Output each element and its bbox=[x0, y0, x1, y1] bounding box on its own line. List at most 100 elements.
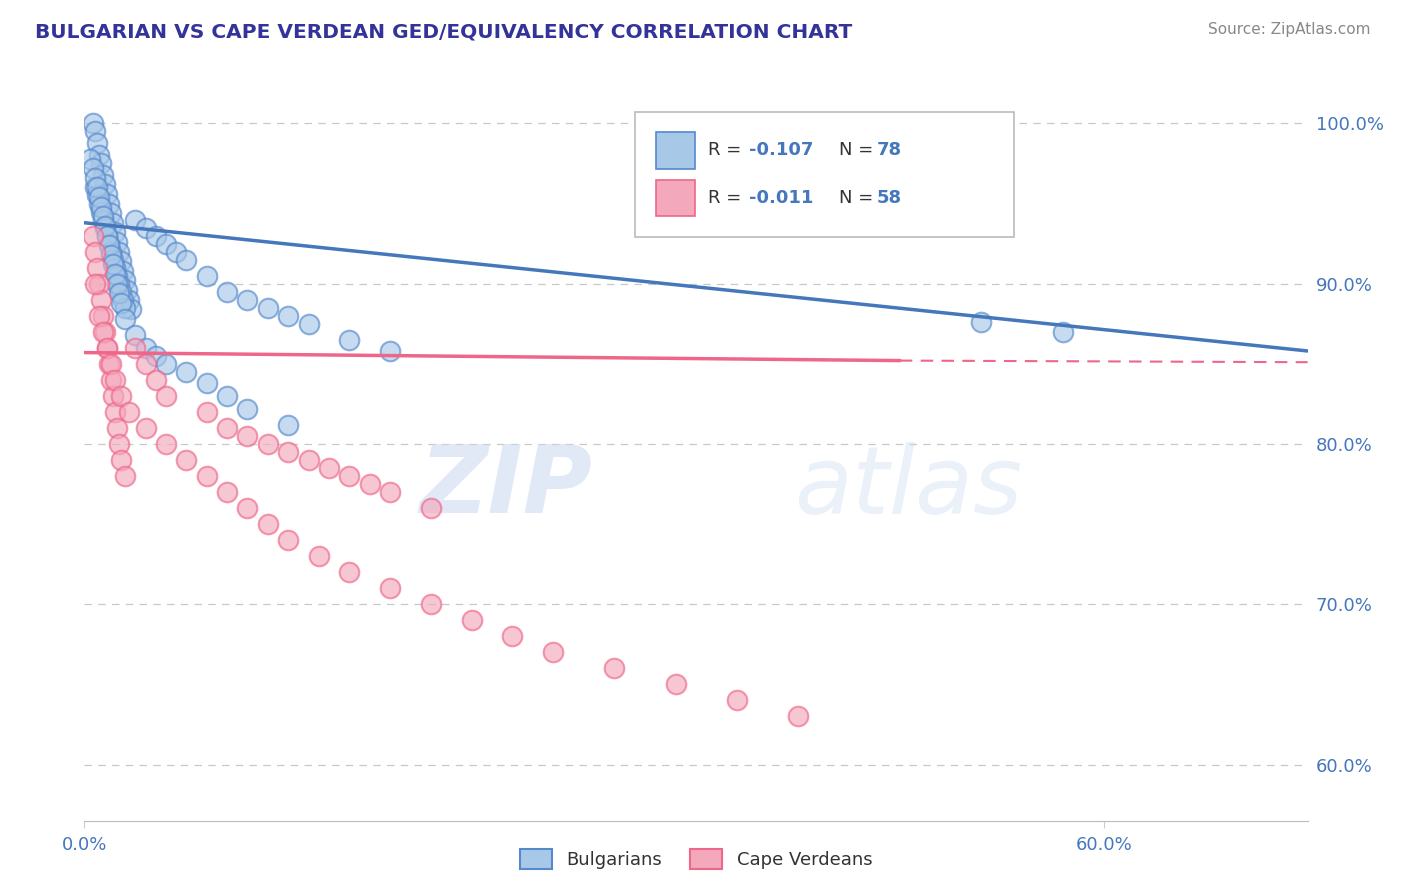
Point bbox=[91, 168, 114, 182]
Point bbox=[104, 405, 127, 419]
Point bbox=[380, 485, 402, 500]
Point bbox=[174, 252, 197, 267]
Point bbox=[97, 196, 120, 211]
Point bbox=[100, 248, 122, 262]
Point bbox=[257, 517, 280, 532]
Text: R =: R = bbox=[709, 189, 747, 207]
Point bbox=[725, 693, 748, 707]
Point bbox=[105, 268, 128, 283]
Point bbox=[100, 244, 122, 259]
Point bbox=[115, 283, 138, 297]
Point bbox=[101, 252, 124, 267]
Point bbox=[83, 244, 105, 259]
Text: N =: N = bbox=[839, 142, 879, 160]
Point bbox=[108, 286, 131, 301]
Point bbox=[90, 293, 112, 307]
Text: 58: 58 bbox=[877, 189, 903, 207]
Point bbox=[96, 186, 118, 201]
Point bbox=[420, 597, 443, 611]
Point bbox=[339, 565, 361, 579]
Point bbox=[135, 421, 157, 435]
Point bbox=[257, 301, 280, 315]
Point bbox=[155, 389, 177, 403]
Point bbox=[83, 124, 105, 138]
Point bbox=[217, 485, 239, 500]
Point bbox=[104, 225, 127, 239]
Point bbox=[97, 238, 120, 252]
Point bbox=[118, 293, 141, 307]
Point bbox=[91, 309, 114, 323]
Point bbox=[93, 178, 115, 192]
Point bbox=[195, 268, 218, 283]
Point bbox=[100, 206, 122, 220]
Point bbox=[359, 477, 381, 491]
Point bbox=[339, 333, 361, 347]
Point bbox=[96, 228, 118, 243]
Point bbox=[83, 170, 105, 185]
Point bbox=[277, 309, 299, 323]
Point bbox=[112, 264, 135, 278]
Text: ZIP: ZIP bbox=[419, 441, 592, 533]
Point bbox=[104, 267, 127, 281]
Text: Source: ZipAtlas.com: Source: ZipAtlas.com bbox=[1208, 22, 1371, 37]
FancyBboxPatch shape bbox=[655, 132, 695, 169]
Point bbox=[93, 219, 115, 233]
Point bbox=[236, 429, 259, 443]
Point bbox=[298, 453, 321, 467]
Point bbox=[110, 296, 132, 310]
Point bbox=[101, 257, 124, 271]
Text: N =: N = bbox=[839, 189, 879, 207]
Point bbox=[93, 325, 115, 339]
Point bbox=[105, 421, 128, 435]
FancyBboxPatch shape bbox=[655, 180, 695, 217]
Point bbox=[308, 549, 330, 563]
Point bbox=[145, 228, 167, 243]
Point bbox=[90, 200, 112, 214]
Point bbox=[195, 376, 218, 390]
Text: R =: R = bbox=[709, 142, 747, 160]
Point bbox=[502, 629, 524, 643]
Point bbox=[104, 260, 127, 275]
Point bbox=[1052, 325, 1074, 339]
Point bbox=[91, 210, 114, 224]
Point bbox=[135, 220, 157, 235]
Point bbox=[101, 216, 124, 230]
Point bbox=[93, 220, 115, 235]
Point bbox=[420, 501, 443, 516]
Point bbox=[96, 341, 118, 355]
Point bbox=[118, 405, 141, 419]
Text: BULGARIAN VS CAPE VERDEAN GED/EQUIVALENCY CORRELATION CHART: BULGARIAN VS CAPE VERDEAN GED/EQUIVALENC… bbox=[35, 22, 852, 41]
Point bbox=[217, 421, 239, 435]
Point bbox=[96, 341, 118, 355]
Point bbox=[145, 349, 167, 363]
Point bbox=[86, 180, 108, 194]
Point bbox=[108, 244, 131, 259]
Point bbox=[87, 277, 110, 291]
Point bbox=[105, 277, 128, 291]
Point bbox=[277, 445, 299, 459]
Point bbox=[83, 277, 105, 291]
Point bbox=[318, 461, 340, 475]
Point bbox=[174, 453, 197, 467]
Point bbox=[87, 309, 110, 323]
Point bbox=[90, 204, 112, 219]
Point bbox=[101, 389, 124, 403]
Point bbox=[108, 277, 131, 291]
Text: 78: 78 bbox=[877, 142, 903, 160]
Point bbox=[82, 116, 104, 130]
Point bbox=[79, 152, 101, 166]
Point bbox=[87, 190, 110, 204]
Point bbox=[108, 437, 131, 451]
Point bbox=[236, 293, 259, 307]
Point bbox=[174, 365, 197, 379]
Point bbox=[236, 401, 259, 416]
Point bbox=[91, 212, 114, 227]
Point bbox=[195, 405, 218, 419]
Point bbox=[217, 389, 239, 403]
Point bbox=[135, 341, 157, 355]
Point bbox=[110, 453, 132, 467]
Point bbox=[96, 228, 118, 243]
Point bbox=[603, 661, 626, 675]
Point bbox=[110, 254, 132, 268]
Point bbox=[114, 301, 136, 315]
